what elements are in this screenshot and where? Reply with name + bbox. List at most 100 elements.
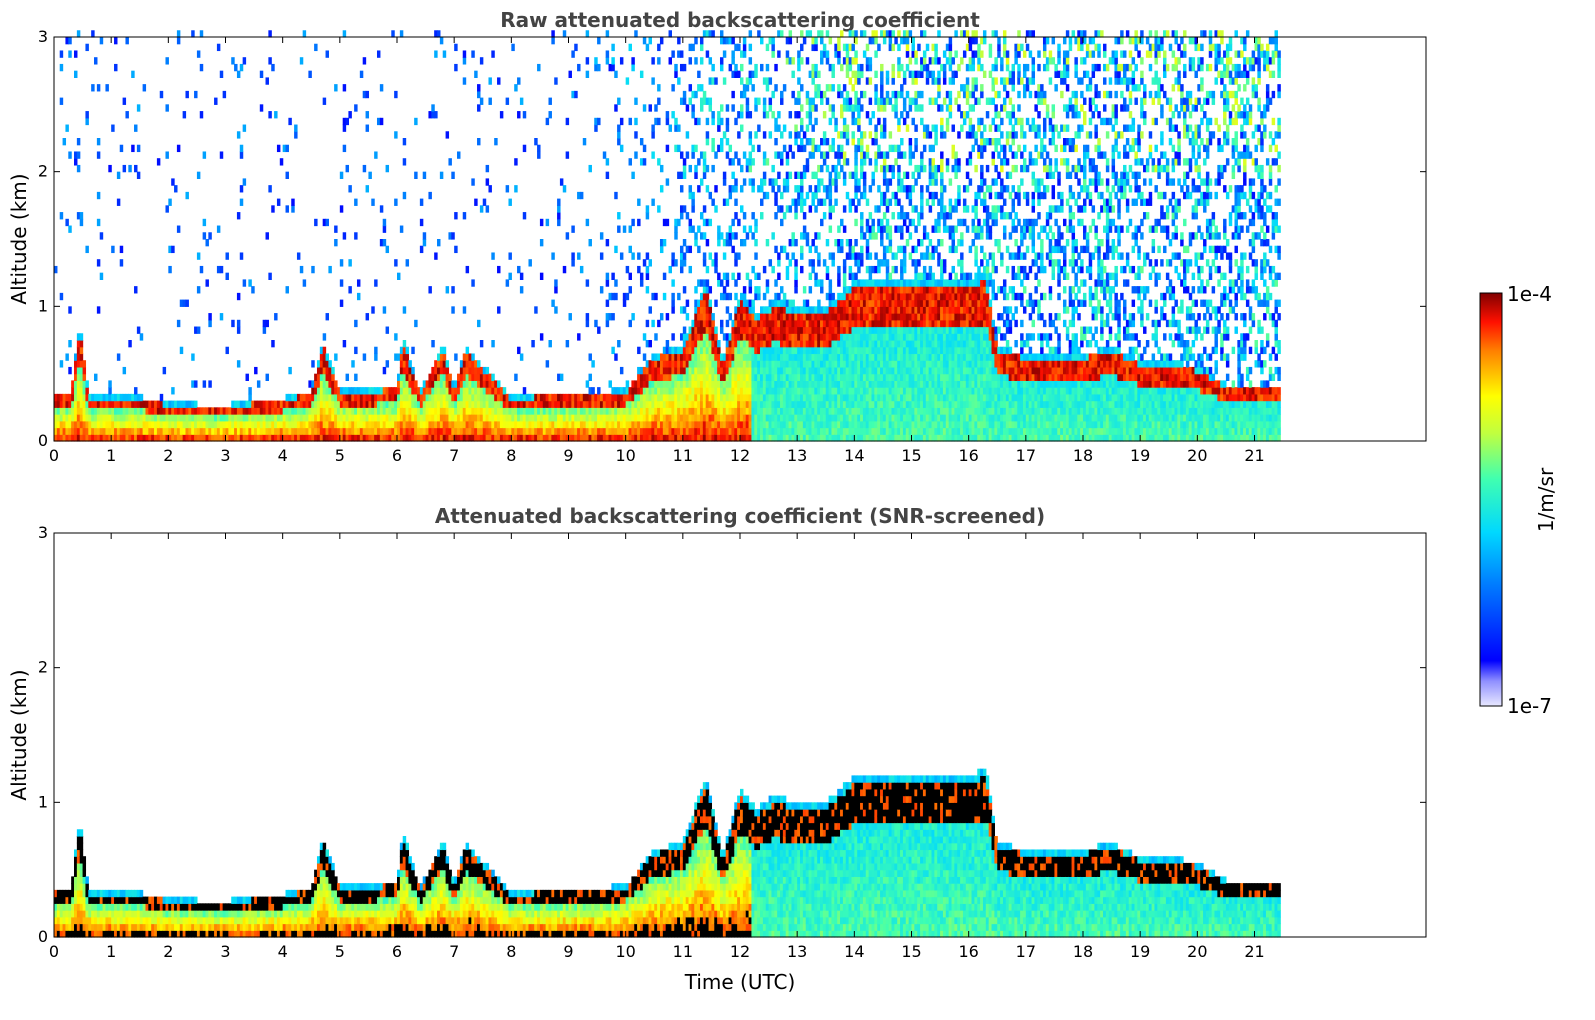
- heatmap-cell: [639, 400, 644, 408]
- heatmap-cell: [777, 292, 781, 301]
- heatmap-cell: [837, 346, 841, 355]
- heatmap-cell: [454, 353, 458, 361]
- heatmap-cell: [862, 306, 867, 314]
- heatmap-cell: [185, 191, 189, 200]
- heatmap-cell: [762, 353, 767, 361]
- heatmap-cell: [748, 131, 753, 139]
- heatmap-cell: [148, 414, 152, 422]
- heatmap-cell: [722, 420, 727, 429]
- heatmap-cell: [442, 393, 447, 402]
- heatmap-cell: [488, 414, 492, 422]
- heatmap-cell: [874, 232, 878, 240]
- heatmap-cell: [857, 144, 861, 153]
- heatmap-cell: [119, 420, 124, 429]
- heatmap-cell: [382, 239, 387, 247]
- heatmap-cell: [594, 117, 598, 126]
- heatmap-cell: [454, 380, 458, 388]
- heatmap-cell: [705, 326, 710, 334]
- heatmap-cell: [797, 131, 801, 139]
- heatmap-cell: [857, 340, 861, 348]
- heatmap-cell: [294, 434, 298, 442]
- heatmap-cell: [211, 407, 215, 415]
- heatmap-cell: [671, 420, 675, 429]
- heatmap-cell: [491, 380, 495, 388]
- heatmap-cell: [751, 387, 755, 395]
- heatmap-cell: [734, 353, 738, 361]
- heatmap-cell: [794, 239, 798, 247]
- heatmap-cell: [800, 124, 804, 132]
- heatmap-cell: [125, 111, 129, 119]
- heatmap-cell: [888, 326, 893, 334]
- heatmap-cell: [528, 259, 532, 267]
- heatmap-cell: [885, 245, 890, 254]
- heatmap-cell: [459, 360, 464, 368]
- heatmap-cell: [451, 171, 455, 179]
- heatmap-cell: [648, 427, 652, 435]
- heatmap-cell: [665, 340, 670, 348]
- heatmap-cell: [722, 198, 727, 206]
- heatmap-cell: [865, 373, 870, 381]
- heatmap-cell: [785, 50, 790, 58]
- heatmap-cell: [454, 414, 458, 422]
- heatmap-cell: [885, 225, 890, 233]
- heatmap-cell: [702, 366, 707, 375]
- heatmap-cell: [731, 366, 735, 375]
- heatmap-cell: [677, 77, 681, 85]
- heatmap-cell: [477, 360, 481, 368]
- heatmap-cell: [88, 420, 92, 429]
- heatmap-cell: [199, 30, 204, 38]
- heatmap-cell: [825, 353, 830, 361]
- heatmap-cell: [325, 373, 329, 381]
- heatmap-cell: [679, 400, 684, 408]
- heatmap-cell: [608, 427, 612, 435]
- heatmap-cell: [519, 434, 524, 442]
- heatmap-cell: [774, 84, 778, 92]
- heatmap-cell: [820, 387, 824, 395]
- heatmap-cell: [868, 37, 873, 45]
- heatmap-cell: [782, 434, 787, 442]
- heatmap-cell: [800, 265, 804, 274]
- heatmap-cell: [657, 427, 661, 435]
- heatmap-cell: [768, 400, 773, 408]
- heatmap-cell: [702, 151, 707, 159]
- heatmap-cell: [311, 360, 315, 368]
- heatmap-cell: [651, 366, 655, 375]
- heatmap-cell: [305, 400, 309, 408]
- heatmap-cell: [822, 111, 827, 119]
- heatmap-cell: [891, 70, 895, 78]
- heatmap-cell: [831, 427, 835, 435]
- heatmap-cell: [694, 37, 698, 45]
- heatmap-cell: [617, 340, 621, 348]
- heatmap-cell: [800, 333, 804, 341]
- heatmap-cell: [322, 360, 327, 368]
- heatmap-cell: [845, 326, 850, 334]
- heatmap-cell: [800, 393, 804, 402]
- heatmap-cell: [882, 252, 887, 260]
- heatmap-cell: [865, 380, 870, 388]
- heatmap-cell: [668, 366, 672, 375]
- heatmap-cell: [608, 407, 612, 415]
- heatmap-cell: [894, 353, 898, 361]
- heatmap-cell: [588, 353, 592, 361]
- heatmap-cell: [742, 387, 747, 395]
- heatmap-cell: [785, 57, 790, 65]
- heatmap-cell: [697, 319, 701, 328]
- heatmap-cell: [336, 387, 341, 395]
- heatmap-cell: [402, 191, 407, 200]
- heatmap-cell: [265, 77, 269, 85]
- heatmap-cell: [860, 151, 864, 159]
- heatmap-cell: [671, 353, 675, 361]
- heatmap-cell: [371, 427, 375, 435]
- heatmap-cell: [734, 70, 738, 78]
- heatmap-cell: [877, 279, 881, 287]
- heatmap-cell: [745, 84, 750, 92]
- heatmap-cell: [314, 400, 318, 408]
- heatmap-cell: [868, 373, 873, 381]
- heatmap-cell: [805, 306, 810, 314]
- heatmap-cell: [479, 387, 484, 395]
- heatmap-cell: [328, 407, 332, 415]
- heatmap-cell: [740, 387, 744, 395]
- heatmap-cell: [797, 360, 801, 368]
- heatmap-cell: [762, 420, 767, 429]
- heatmap-cell: [577, 400, 581, 408]
